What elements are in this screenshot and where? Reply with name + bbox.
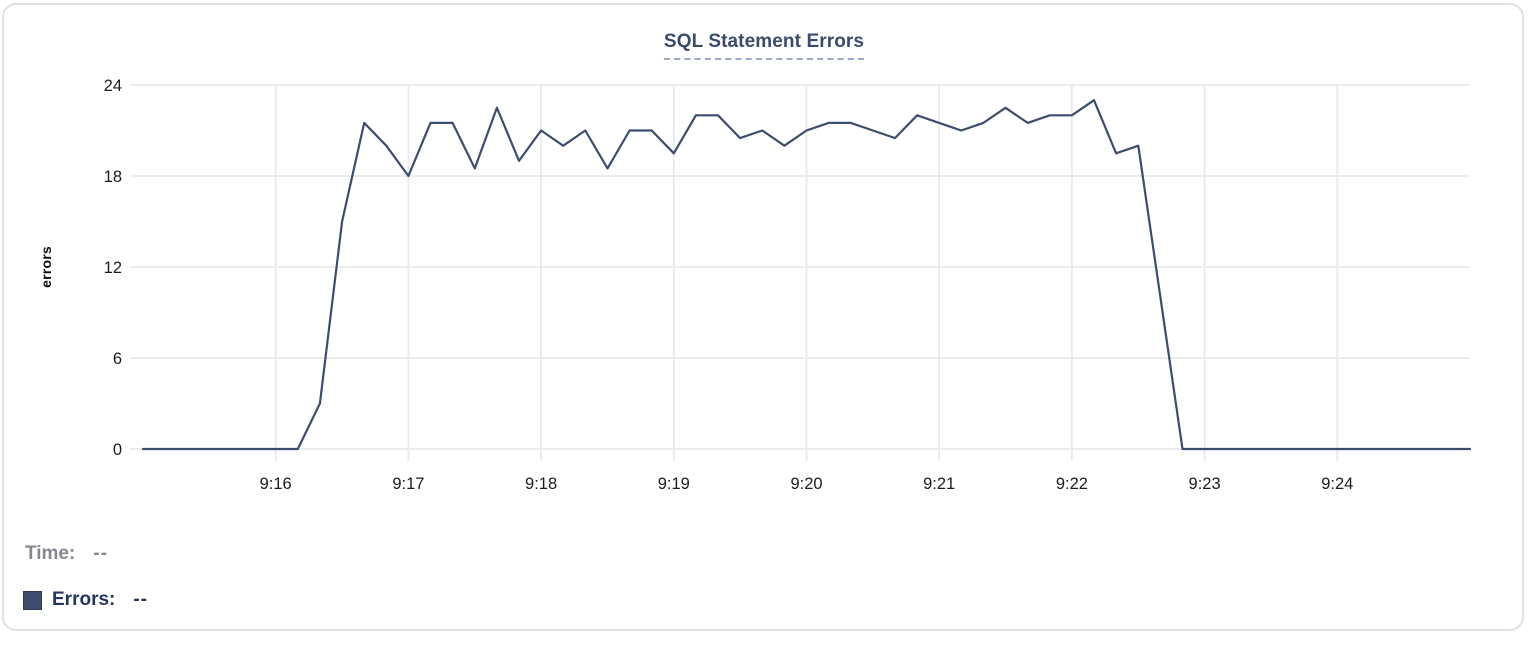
x-tick-label: 9:19 [658,475,690,493]
x-tick-label: 9:21 [923,475,955,493]
x-tick-label: 9:22 [1056,475,1088,493]
x-tick-label: 9:17 [392,475,424,493]
errors-value: -- [133,589,149,610]
time-label: Time: [25,543,76,564]
x-tick-label: 9:23 [1189,475,1221,493]
y-tick-label: 6 [113,350,122,368]
y-tick-label: 0 [113,441,122,459]
y-tick-label: 12 [104,259,122,277]
chart-title-link[interactable]: SQL Statement Errors [663,31,865,60]
errors-line-chart[interactable]: 0 6 12 18 24 9:16 9:17 9:18 9:19 9:20 9:21 9:22 9:23… [0,0,1528,520]
errors-label: Errors: [52,589,116,610]
x-tick-label: 9:18 [525,475,557,493]
y-tick-label: 24 [104,77,122,95]
errors-line-series[interactable] [141,99,1472,451]
legend-row-errors: Errors: -- [23,589,148,611]
y-tick-label: 18 [104,168,122,186]
x-tick-label: 9:20 [790,475,822,493]
x-tick-label: 9:24 [1321,475,1353,493]
chart-title-row: SQL Statement Errors [0,31,1528,60]
y-axis-title: errors [38,246,54,288]
legend-row-time: Time: -- [25,543,108,565]
x-tick-label: 9:16 [260,475,292,493]
time-value: -- [93,543,108,564]
errors-series-swatch [23,590,42,610]
chart-card [2,3,1524,631]
